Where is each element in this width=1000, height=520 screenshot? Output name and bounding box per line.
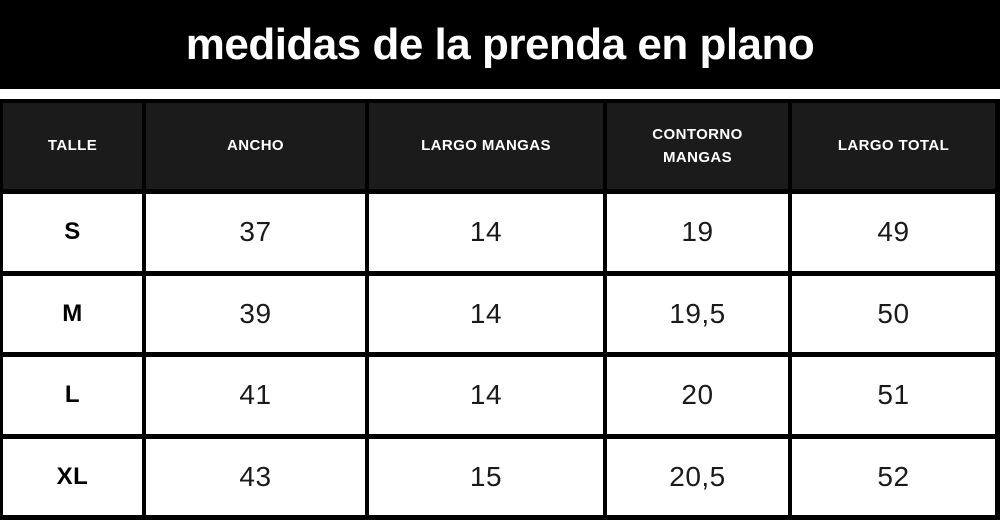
cell-m-contorno-mangas: 19,5: [607, 275, 788, 352]
header-cell-talle: TALLE: [3, 103, 142, 189]
cell-m-talle: M: [3, 275, 142, 352]
header-cell-largo-total: LARGO TOTAL: [792, 103, 995, 189]
cell-s-contorno-mangas: 19: [607, 194, 788, 271]
cell-m-ancho: 39: [146, 275, 365, 352]
cell-l-ancho: 41: [146, 357, 365, 434]
cell-xl-talle: XL: [3, 438, 142, 515]
header-cell-contorno-mangas: CONTORNO MANGAS: [607, 103, 788, 189]
title-banner: medidas de la prenda en plano: [0, 0, 1000, 89]
cell-m-largo-mangas: 14: [369, 275, 603, 352]
cell-xl-largo-total: 52: [792, 438, 995, 515]
cell-s-largo-total: 49: [792, 194, 995, 271]
cell-l-contorno-mangas: 20: [607, 357, 788, 434]
header-cell-ancho: ANCHO: [146, 103, 365, 189]
size-measurements-table: TALLE ANCHO LARGO MANGAS CONTORNO MANGAS…: [0, 99, 1000, 520]
cell-m-largo-total: 50: [792, 275, 995, 352]
cell-s-largo-mangas: 14: [369, 194, 603, 271]
cell-l-talle: L: [3, 357, 142, 434]
cell-s-talle: S: [3, 194, 142, 271]
cell-xl-contorno-mangas: 20,5: [607, 438, 788, 515]
header-cell-largo-mangas: LARGO MANGAS: [369, 103, 603, 189]
cell-xl-largo-mangas: 15: [369, 438, 603, 515]
banner-table-gap: [0, 89, 1000, 99]
page-title: medidas de la prenda en plano: [185, 19, 815, 69]
cell-l-largo-total: 51: [792, 357, 995, 434]
cell-l-largo-mangas: 14: [369, 357, 603, 434]
cell-s-ancho: 37: [146, 194, 365, 271]
cell-xl-ancho: 43: [146, 438, 365, 515]
